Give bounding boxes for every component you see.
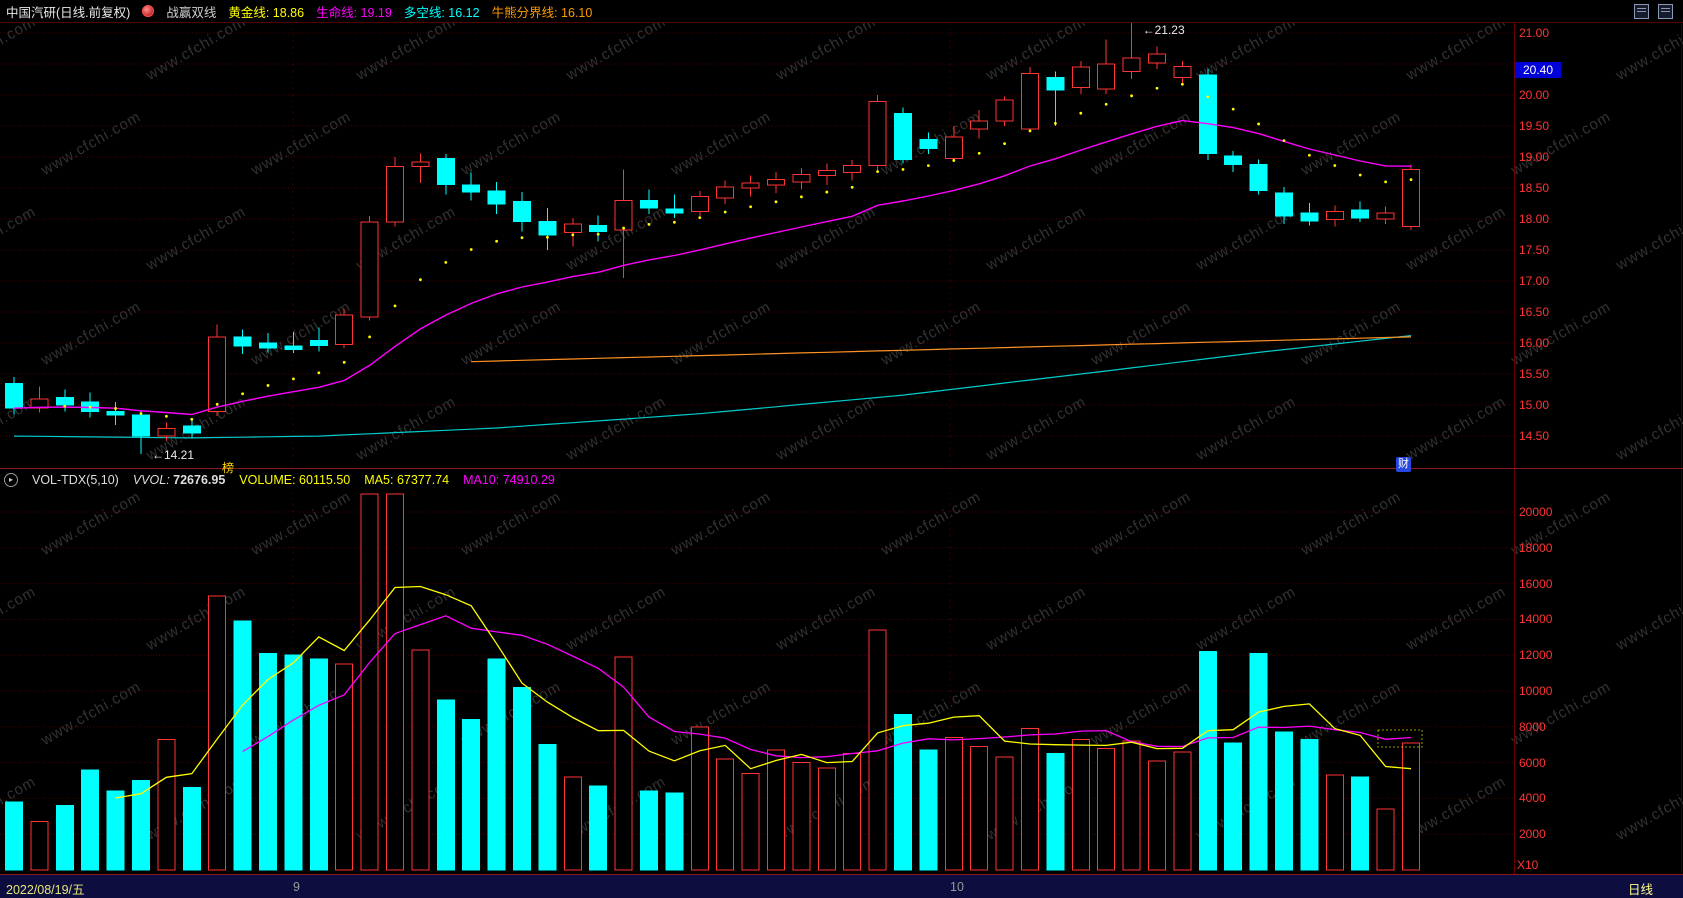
price-axis-label: 17.00	[1519, 274, 1550, 289]
watermark-text: www.cfchi.com	[1613, 203, 1683, 274]
ma5-readout: MA5: 67377.74	[364, 473, 449, 487]
news-marker-right[interactable]: 财	[1396, 457, 1411, 472]
volume-axis-label: 6000	[1519, 755, 1546, 770]
formula-icon[interactable]	[142, 5, 155, 17]
vvol-value: 72676.95	[173, 473, 226, 487]
long-short-line-label: 多空线:	[403, 5, 445, 20]
high-annotation: ←21.23	[1142, 23, 1185, 37]
volume-axis-label: 16000	[1519, 576, 1553, 591]
ma5-label: MA5:	[364, 473, 394, 487]
ma10-readout: MA10: 74910.29	[463, 473, 555, 487]
life-line-label: 生命线:	[316, 5, 358, 20]
volume-axis-label: 14000	[1519, 612, 1553, 627]
price-axis-label: 16.00	[1519, 336, 1550, 351]
volume-value: 60115.50	[299, 473, 351, 487]
indicator-expand-icon[interactable]: ▸	[4, 473, 18, 487]
date-display: 2022/08/19/五	[6, 883, 85, 897]
volume-chart[interactable]	[0, 492, 1514, 874]
period-selector[interactable]: 日线	[1628, 883, 1654, 897]
vvol-label: VVOL:	[132, 473, 170, 487]
price-axis-label: 18.50	[1519, 181, 1550, 196]
axis-multiplier: X10	[1517, 858, 1539, 872]
last-price-badge: 20.40	[1515, 62, 1561, 79]
ma10-value: 74910.29	[502, 473, 555, 487]
volume-axis-label: 18000	[1519, 540, 1553, 555]
panel-layout-icon[interactable]	[1634, 4, 1649, 19]
news-panel-icon[interactable]	[1658, 4, 1673, 19]
price-axis-label: 15.50	[1519, 367, 1550, 382]
indicator-name: 战赢双线	[166, 5, 217, 20]
header-icons	[1634, 4, 1673, 19]
volume-axis-label: 8000	[1519, 719, 1546, 734]
volume-readout: VOLUME: 60115.50	[239, 473, 350, 487]
volume-axis-label: 10000	[1519, 684, 1553, 698]
header-border-line	[0, 22, 1683, 23]
bull-bear-line-value: 16.10	[561, 5, 593, 20]
volume-header: ▸ VOL-TDX(5,10) VVOL: 72676.95 VOLUME: 6…	[0, 470, 555, 490]
status-bar: 2022/08/19/五 9 10 日线	[0, 874, 1683, 898]
event-marker-left[interactable]: 榜	[222, 461, 235, 475]
price-axis-label: 19.50	[1519, 119, 1550, 134]
golden-line-readout: 黄金线: 18.86	[228, 2, 304, 21]
watermark-text: www.cfchi.com	[1613, 393, 1683, 464]
price-axis-label: 16.50	[1519, 305, 1550, 320]
life-line-value: 19.19	[360, 5, 392, 20]
candlestick-chart[interactable]	[0, 22, 1514, 468]
bull-bear-line-readout: 牛熊分界线: 16.10	[492, 2, 593, 21]
bull-bear-line-label: 牛熊分界线:	[491, 5, 558, 20]
price-axis-label: 20.00	[1519, 88, 1550, 103]
long-short-line-value: 16.12	[448, 5, 480, 20]
chart-header: 中国汽研(日线.前复权) 战赢双线 黄金线: 18.86 生命线: 19.19 …	[0, 0, 1683, 22]
price-axis-label: 17.50	[1519, 243, 1550, 258]
volume-axis-label: 4000	[1519, 791, 1546, 806]
vvol-readout: VVOL: 72676.95	[133, 473, 225, 487]
price-axis-label: 18.00	[1519, 212, 1550, 227]
watermark-text: www.cfchi.com	[1613, 22, 1683, 84]
price-axis-label: 21.00	[1519, 26, 1550, 41]
stock-title: 中国汽研(日线.前复权)	[6, 5, 131, 20]
volume-axis-label: 12000	[1519, 648, 1553, 663]
watermark-text: www.cfchi.com	[1613, 583, 1683, 654]
pane-divider	[0, 468, 1683, 469]
low-annotation: ←14.21	[152, 448, 195, 463]
golden-line-label: 黄金线:	[228, 5, 270, 20]
month-label-10: 10	[950, 880, 964, 894]
price-axis-label: 14.50	[1519, 429, 1550, 444]
axis-border-line	[1514, 22, 1515, 874]
price-axis-label: 19.00	[1519, 150, 1550, 165]
life-line-readout: 生命线: 19.19	[316, 2, 392, 21]
ma10-label: MA10:	[463, 473, 500, 487]
right-edge-line	[1681, 22, 1682, 874]
month-label-9: 9	[293, 880, 300, 894]
long-short-line-readout: 多空线: 16.12	[404, 2, 480, 21]
price-axis-label: 15.00	[1519, 398, 1550, 413]
watermark-text: www.cfchi.com	[1613, 773, 1683, 844]
ma5-value: 67377.74	[396, 473, 450, 487]
volume-axis-label: 2000	[1519, 827, 1546, 842]
volume-axis-label: 20000	[1519, 505, 1553, 519]
golden-line-value: 18.86	[272, 5, 305, 20]
volume-indicator-name: VOL-TDX(5,10)	[32, 473, 119, 487]
volume-label: VOLUME:	[239, 473, 296, 487]
